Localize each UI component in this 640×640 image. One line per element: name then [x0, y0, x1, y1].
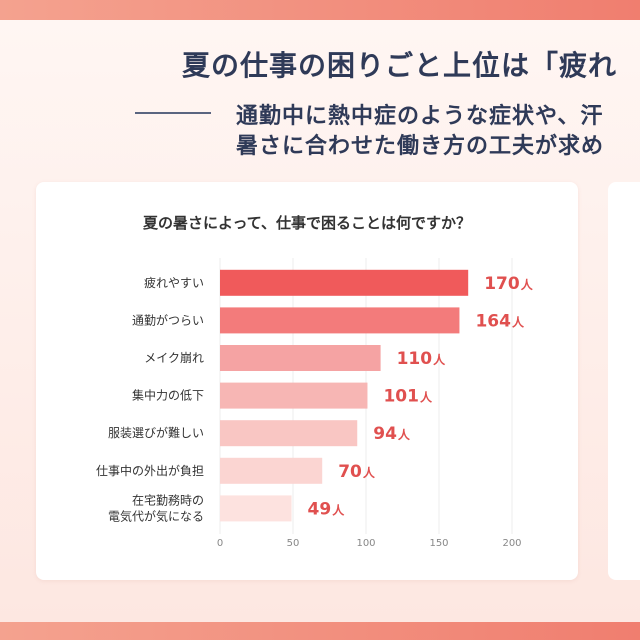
- tick-label: 0: [217, 538, 223, 549]
- tick-label: 50: [287, 538, 300, 549]
- value-label: 49人: [308, 499, 346, 519]
- value-label: 110人: [397, 349, 447, 369]
- bottom-accent-band: [0, 622, 640, 640]
- subheadline-line-1: 通勤中に熱中症のような症状や、汗: [236, 104, 604, 129]
- top-accent-band: [0, 0, 640, 20]
- bar: [220, 382, 368, 409]
- category-label: 集中力の低下: [132, 388, 204, 403]
- value-label: 70人: [338, 462, 376, 482]
- category-label: 仕事中の外出が負担: [96, 463, 204, 478]
- tick-label: 200: [502, 538, 521, 549]
- subheadline-line-2: 暑さに合わせた働き方の工夫が求め: [236, 134, 605, 159]
- value-label: 101人: [383, 387, 433, 407]
- bar: [220, 420, 358, 447]
- value-label: 94人: [373, 424, 411, 444]
- bar: [220, 457, 323, 484]
- bar: [220, 269, 469, 296]
- chart-title: 夏の暑さによって、仕事で困ることは何ですか？: [142, 214, 472, 232]
- category-label: 在宅勤務時の電気代が気になる: [108, 492, 204, 523]
- chart-card: 夏の暑さによって、仕事で困ることは何ですか？ 疲れやすい 170人通勤がつらい 16…: [36, 182, 578, 580]
- value-label: 170人: [484, 274, 534, 294]
- bar: [220, 345, 381, 371]
- category-label: 通勤がつらい: [132, 312, 204, 327]
- value-label: 164人: [475, 311, 525, 331]
- category-label: 服装選びが難しい: [108, 425, 204, 440]
- tick-label: 150: [429, 538, 448, 549]
- category-label: メイク崩れ: [144, 351, 204, 365]
- headline-rule: [135, 112, 211, 114]
- bar: [220, 495, 292, 522]
- second-chart-card-partial: [608, 182, 640, 580]
- category-label: 疲れやすい: [144, 275, 204, 290]
- tick-label: 100: [356, 538, 375, 549]
- bar: [220, 307, 460, 334]
- headline: 夏の仕事の困りごと上位は「疲れ: [182, 49, 618, 82]
